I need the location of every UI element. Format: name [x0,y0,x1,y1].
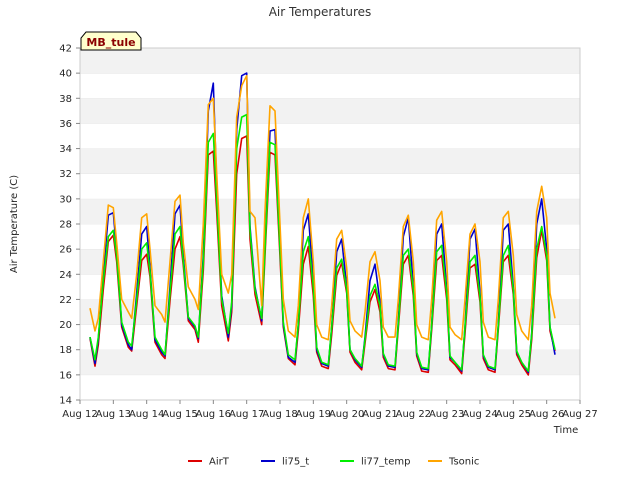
y-tick-label: 18 [59,345,72,356]
grid-band [80,198,580,224]
grid-band [80,249,580,275]
x-tick-label: Aug 12 [62,409,97,420]
station-badge-label: MB_tule [86,36,135,49]
x-tick-label: Aug 27 [562,409,597,420]
grid-band [80,173,580,199]
grid-band [80,98,580,124]
grid-band [80,48,580,74]
x-tick-label: Aug 19 [296,409,331,420]
y-tick-label: 38 [59,94,72,105]
x-tick-label: Aug 20 [329,409,364,420]
grid-band [80,224,580,250]
x-tick-label: Aug 14 [129,409,164,420]
x-tick-label: Aug 25 [496,409,531,420]
legend-label: li75_t [282,457,309,468]
y-tick-label: 28 [59,220,72,231]
x-tick-label: Aug 13 [96,409,131,420]
grid-band [80,374,580,400]
legend-label: AirT [209,457,230,468]
x-tick-label: Aug 26 [529,409,564,420]
chart-title: Air Temperatures [269,5,372,19]
y-tick-label: 16 [59,370,72,381]
y-tick-label: 22 [59,295,72,306]
y-tick-label: 34 [59,144,72,155]
grid-band [80,148,580,174]
x-tick-label: Aug 22 [396,409,431,420]
y-tick-label: 26 [59,245,72,256]
legend-label: Tsonic [448,457,479,468]
x-tick-label: Aug 17 [229,409,264,420]
y-tick-label: 14 [59,396,72,407]
legend-label: li77_temp [361,457,410,468]
station-badge-box [80,31,142,51]
series-line-tsonic [89,74,556,341]
grid-band [80,123,580,149]
series-lines [89,72,556,376]
grid-band [80,274,580,300]
series-line-li77-temp [89,113,556,372]
station-badge: MB_tule [80,31,142,51]
legend: AirT li75_t li77_temp Tsonic [188,457,479,468]
y-tick-label: 30 [59,194,72,205]
y-tick-label: 40 [59,69,72,80]
x-tick-label: Aug 18 [262,409,297,420]
x-tick-label: Aug 15 [162,409,197,420]
y-tick-label: 42 [59,44,72,55]
x-axis-title: Time [553,425,578,436]
y-tick-label: 36 [59,119,72,130]
x-tick-label: Aug 23 [429,409,464,420]
x-tick-label: Aug 21 [362,409,397,420]
grid-band [80,73,580,99]
y-tick-label: 24 [59,270,72,281]
x-tick-label: Aug 24 [462,409,497,420]
x-tick-label: Aug 16 [196,409,231,420]
y-axis-title: Air Temperature (C) [9,175,20,273]
y-tick-label: 32 [59,169,72,180]
y-tick-label: 20 [59,320,72,331]
y-axis: 14 16 18 20 22 24 26 28 30 32 34 36 38 40 42 [59,44,80,407]
